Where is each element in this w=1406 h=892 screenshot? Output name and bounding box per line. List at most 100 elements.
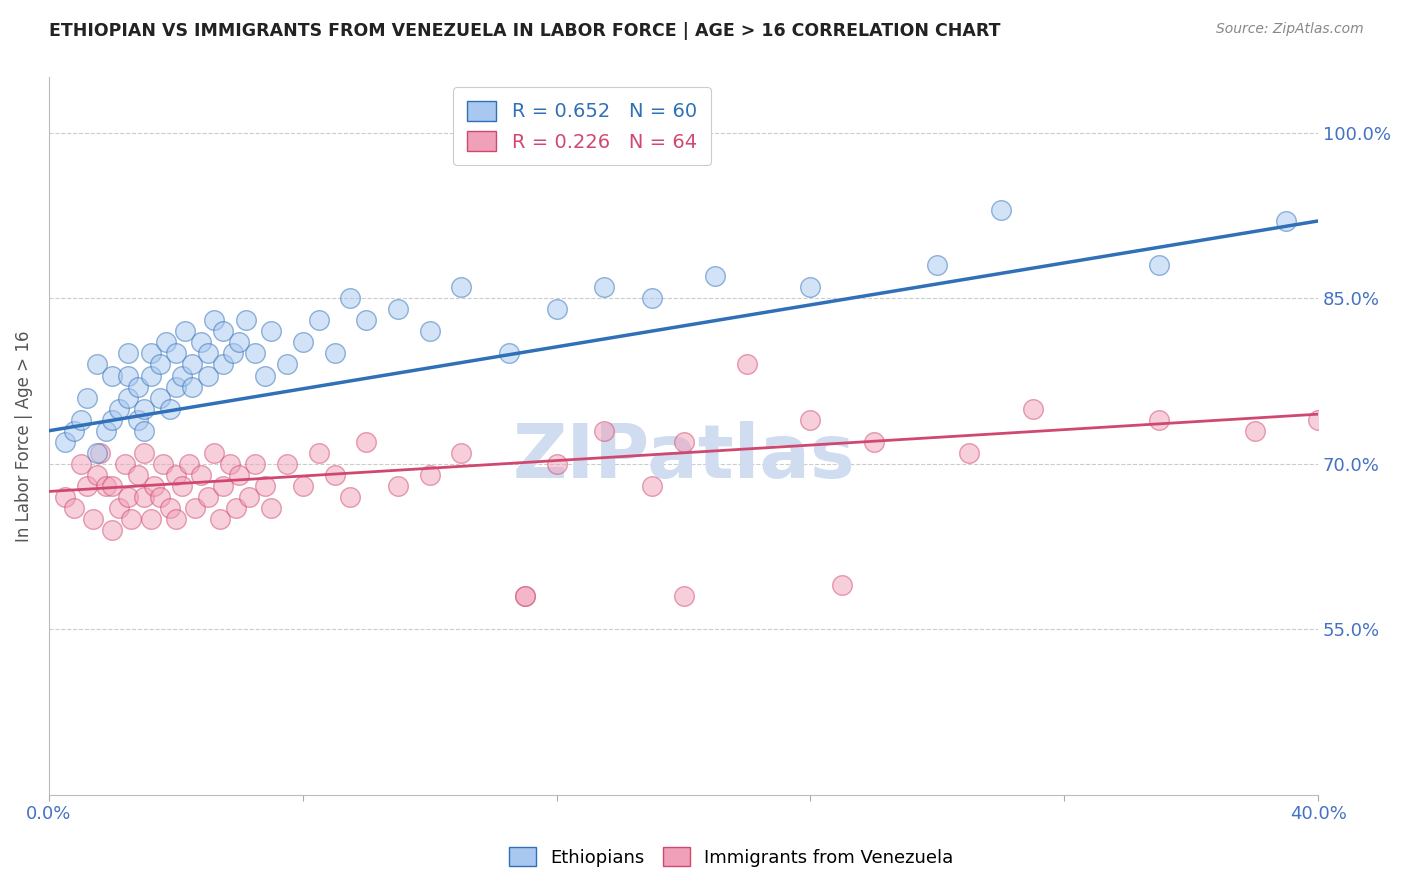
Point: [641, 291, 664, 305]
Point: [323, 467, 346, 482]
Point: [117, 368, 139, 383]
Point: [339, 490, 361, 504]
Point: [235, 313, 257, 327]
Point: [863, 434, 886, 449]
Point: [134, 490, 156, 504]
Point: [177, 457, 200, 471]
Point: [86, 358, 108, 372]
Point: [260, 324, 283, 338]
Point: [94, 424, 117, 438]
Point: [387, 479, 409, 493]
Point: [225, 501, 247, 516]
Point: [174, 324, 197, 338]
Point: [165, 467, 187, 482]
Point: [218, 457, 240, 471]
Point: [197, 346, 219, 360]
Point: [641, 479, 664, 493]
Point: [53, 490, 76, 504]
Point: [356, 313, 378, 327]
Point: [356, 434, 378, 449]
Legend: Ethiopians, Immigrants from Venezuela: Ethiopians, Immigrants from Venezuela: [502, 840, 960, 874]
Point: [546, 302, 568, 317]
Point: [114, 457, 136, 471]
Point: [831, 578, 853, 592]
Text: ZIPatlas: ZIPatlas: [512, 421, 855, 494]
Point: [63, 424, 86, 438]
Point: [1149, 413, 1171, 427]
Point: [172, 479, 194, 493]
Point: [190, 335, 212, 350]
Point: [1308, 413, 1330, 427]
Point: [450, 280, 472, 294]
Point: [86, 467, 108, 482]
Point: [165, 379, 187, 393]
Point: [89, 446, 111, 460]
Point: [134, 401, 156, 416]
Point: [212, 358, 235, 372]
Point: [101, 479, 124, 493]
Point: [69, 413, 91, 427]
Point: [291, 479, 314, 493]
Text: Source: ZipAtlas.com: Source: ZipAtlas.com: [1216, 22, 1364, 37]
Point: [228, 467, 250, 482]
Point: [276, 457, 298, 471]
Point: [735, 358, 758, 372]
Point: [149, 391, 172, 405]
Point: [82, 512, 104, 526]
Point: [419, 324, 441, 338]
Point: [101, 523, 124, 537]
Point: [197, 490, 219, 504]
Point: [308, 446, 330, 460]
Point: [339, 291, 361, 305]
Point: [53, 434, 76, 449]
Point: [117, 346, 139, 360]
Point: [212, 324, 235, 338]
Point: [799, 280, 821, 294]
Point: [149, 358, 172, 372]
Point: [245, 346, 267, 360]
Point: [260, 501, 283, 516]
Point: [180, 379, 202, 393]
Point: [86, 446, 108, 460]
Point: [513, 590, 536, 604]
Point: [1021, 401, 1043, 416]
Point: [1275, 214, 1298, 228]
Point: [546, 457, 568, 471]
Point: [76, 479, 98, 493]
Y-axis label: In Labor Force | Age > 16: In Labor Force | Age > 16: [15, 331, 32, 542]
Point: [139, 346, 162, 360]
Point: [107, 401, 129, 416]
Point: [672, 590, 695, 604]
Point: [165, 346, 187, 360]
Point: [498, 346, 520, 360]
Point: [142, 479, 165, 493]
Point: [1243, 424, 1265, 438]
Point: [672, 434, 695, 449]
Point: [101, 368, 124, 383]
Point: [593, 424, 616, 438]
Point: [222, 346, 245, 360]
Point: [253, 368, 276, 383]
Text: ETHIOPIAN VS IMMIGRANTS FROM VENEZUELA IN LABOR FORCE | AGE > 16 CORRELATION CHA: ETHIOPIAN VS IMMIGRANTS FROM VENEZUELA I…: [49, 22, 1001, 40]
Point: [127, 413, 149, 427]
Point: [387, 302, 409, 317]
Point: [799, 413, 821, 427]
Point: [127, 467, 149, 482]
Point: [513, 590, 536, 604]
Point: [134, 446, 156, 460]
Point: [107, 501, 129, 516]
Point: [121, 512, 143, 526]
Point: [197, 368, 219, 383]
Point: [139, 512, 162, 526]
Point: [139, 368, 162, 383]
Point: [159, 501, 181, 516]
Point: [152, 457, 174, 471]
Point: [212, 479, 235, 493]
Point: [190, 467, 212, 482]
Point: [127, 379, 149, 393]
Point: [323, 346, 346, 360]
Point: [117, 490, 139, 504]
Point: [94, 479, 117, 493]
Point: [276, 358, 298, 372]
Point: [184, 501, 207, 516]
